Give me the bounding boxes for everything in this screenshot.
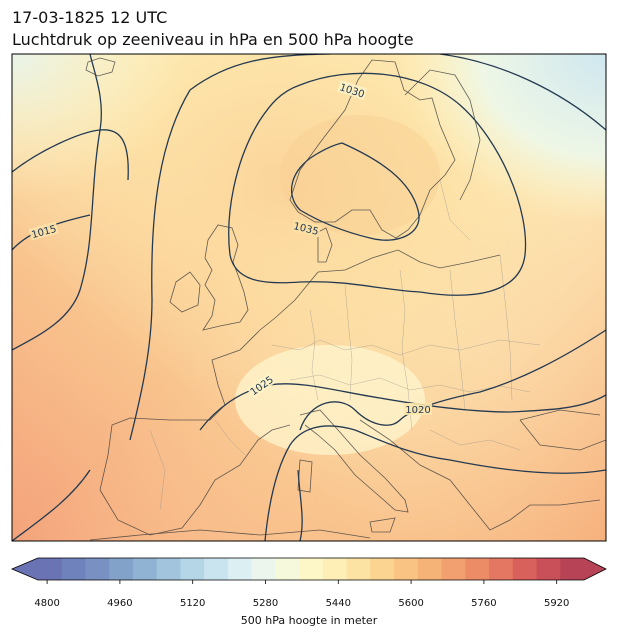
colorbar-segment [299, 558, 324, 580]
colorbar-segment [227, 558, 253, 580]
colorbar-segment [85, 558, 110, 580]
map-frame [11, 53, 607, 542]
isobar-1015 [12, 54, 102, 351]
colorbar-segment [251, 558, 276, 580]
isobar-1035 [291, 142, 420, 241]
colorbar-tick-label: 5440 [325, 598, 352, 609]
colorbar-segment [346, 558, 371, 580]
map-title-description: Luchtdruk op zeeniveau in hPa en 500 hPa… [12, 30, 414, 49]
country-borders [149, 179, 541, 511]
colorbar-tick-label: 5280 [252, 598, 279, 609]
colorbar-segment [370, 558, 395, 580]
colorbar-segment [61, 558, 86, 580]
colorbar-tick-label: 5920 [543, 598, 570, 609]
isobar-label-1020: 1020 [405, 405, 430, 416]
coastlines [85, 57, 606, 541]
colorbar-segment [489, 558, 514, 580]
colorbar-tick-label: 5120 [179, 598, 206, 609]
colorbar [10, 557, 607, 584]
isobars [12, 54, 606, 541]
colorbar-segment [156, 558, 181, 580]
colorbar-title: 500 hPa hoogte in meter [240, 614, 378, 627]
colorbar-segment [536, 558, 561, 580]
map-title-datetime: 17-03-1825 12 UTC [12, 8, 168, 27]
colorbar-segment [204, 558, 229, 580]
colorbar-outline [10, 557, 607, 581]
colorbar-extend-min [12, 558, 38, 580]
colorbar-tick-label: 5760 [471, 598, 497, 609]
colorbar-segment [38, 558, 63, 580]
colorbar-segment [180, 558, 205, 580]
colorbar-segment [394, 558, 419, 580]
colorbar-tick-label: 4960 [107, 598, 133, 609]
colorbar-segment [512, 558, 538, 580]
colorbar-tick-label: 5600 [398, 598, 424, 609]
colorbar-segment [441, 558, 466, 580]
colorbar-segment [417, 558, 443, 580]
colorbar-segment [109, 558, 134, 580]
colorbar-segment [560, 558, 585, 580]
colorbar-segment [465, 558, 490, 580]
colorbar-extend-max [584, 558, 606, 580]
isobar-1030 [228, 72, 527, 296]
map-area [12, 54, 606, 541]
colorbar-segment [132, 558, 158, 580]
colorbar-segment [275, 558, 300, 580]
colorbar-segment [322, 558, 348, 580]
isobar-labels: 1030 1035 1015 1025 1020 [28, 80, 432, 416]
colorbar-tick-label: 4800 [34, 598, 60, 609]
